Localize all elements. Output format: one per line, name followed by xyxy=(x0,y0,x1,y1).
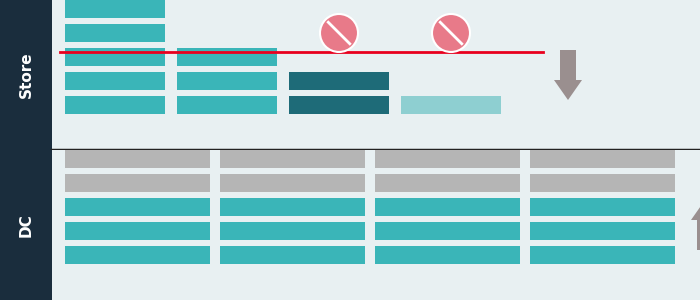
FancyBboxPatch shape xyxy=(220,222,365,240)
FancyBboxPatch shape xyxy=(375,174,520,192)
FancyBboxPatch shape xyxy=(530,150,675,168)
FancyBboxPatch shape xyxy=(530,246,675,264)
FancyBboxPatch shape xyxy=(65,174,210,192)
FancyBboxPatch shape xyxy=(375,222,520,240)
FancyBboxPatch shape xyxy=(65,198,210,216)
FancyBboxPatch shape xyxy=(697,220,700,250)
FancyBboxPatch shape xyxy=(289,96,389,114)
FancyBboxPatch shape xyxy=(530,222,675,240)
FancyBboxPatch shape xyxy=(0,150,52,300)
FancyBboxPatch shape xyxy=(560,50,576,80)
FancyBboxPatch shape xyxy=(220,198,365,216)
FancyBboxPatch shape xyxy=(177,48,277,66)
FancyBboxPatch shape xyxy=(65,222,210,240)
FancyBboxPatch shape xyxy=(220,174,365,192)
FancyBboxPatch shape xyxy=(530,174,675,192)
FancyBboxPatch shape xyxy=(289,72,389,90)
Polygon shape xyxy=(554,80,582,100)
Text: DC: DC xyxy=(18,213,34,237)
FancyBboxPatch shape xyxy=(220,150,365,168)
FancyBboxPatch shape xyxy=(65,48,165,66)
FancyBboxPatch shape xyxy=(401,96,501,114)
FancyBboxPatch shape xyxy=(65,0,165,18)
FancyBboxPatch shape xyxy=(65,24,165,42)
Text: Store: Store xyxy=(18,52,34,98)
FancyBboxPatch shape xyxy=(375,198,520,216)
FancyBboxPatch shape xyxy=(65,150,210,168)
FancyBboxPatch shape xyxy=(375,246,520,264)
FancyBboxPatch shape xyxy=(0,0,52,150)
FancyBboxPatch shape xyxy=(65,246,210,264)
Ellipse shape xyxy=(432,14,470,52)
FancyBboxPatch shape xyxy=(177,96,277,114)
FancyBboxPatch shape xyxy=(375,150,520,168)
FancyBboxPatch shape xyxy=(220,246,365,264)
Ellipse shape xyxy=(320,14,358,52)
FancyBboxPatch shape xyxy=(530,198,675,216)
FancyBboxPatch shape xyxy=(65,96,165,114)
FancyBboxPatch shape xyxy=(65,72,165,90)
Polygon shape xyxy=(691,200,700,220)
FancyBboxPatch shape xyxy=(177,72,277,90)
